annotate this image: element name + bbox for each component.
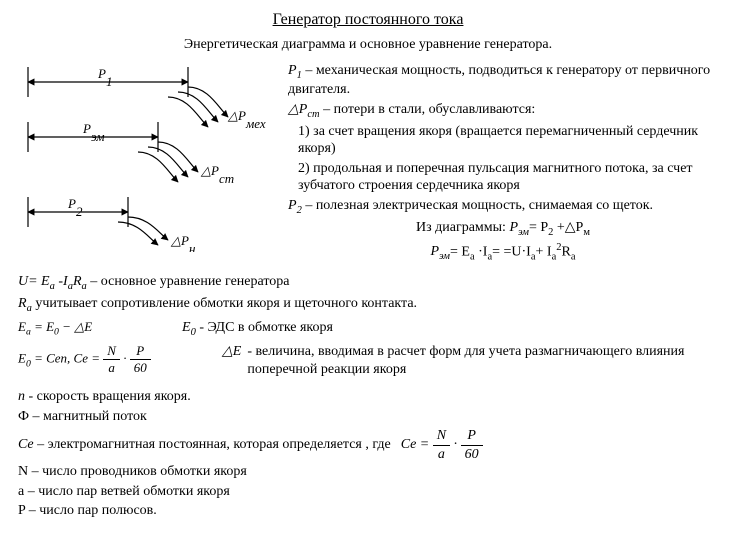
- e0-ce-eq: E0 = Cen, Ce = Na · P60: [18, 343, 208, 377]
- e0-def: E0 - ЭДС в обмотке якоря: [182, 319, 333, 339]
- svg-text:P1: P1: [97, 66, 112, 89]
- def-phi: Ф – магнитный поток: [18, 408, 718, 426]
- energy-diagram: P1 Pэм P2 △Pмех △Pст △Pн: [18, 62, 278, 252]
- svg-text:Pэм: Pэм: [82, 121, 105, 144]
- def-ce-line: Ce – электромагнитная постоянная, котора…: [18, 427, 718, 463]
- def-ce-text: Ce – электромагнитная постоянная, котора…: [18, 436, 391, 454]
- de-def: △E - величина, вводимая в расчет форм дл…: [222, 343, 687, 378]
- def-P: P – число пар полюсов.: [18, 502, 718, 520]
- description-block: P1 – механическая мощность, подводиться …: [288, 62, 718, 266]
- def-a: a – число пар ветвей обмотки якоря: [18, 483, 718, 501]
- def-N: N – число проводников обмотки якоря: [18, 463, 718, 481]
- p1-line: P1 – механическая мощность, подводиться …: [288, 62, 718, 99]
- svg-text:△Pст: △Pст: [200, 163, 234, 186]
- page-title: Генератор постоянного тока: [18, 10, 718, 30]
- from-diagram-eq1: Из диаграммы: Pэм= P2 +△Pм: [288, 219, 718, 239]
- e0-ce-line: E0 = Cen, Ce = Na · P60 △E - величина, в…: [18, 343, 718, 378]
- ea-eq: Ea = E0 − △E: [18, 319, 168, 339]
- def-ce-eq: Ce = Na · P60: [401, 427, 483, 463]
- diagram-svg: P1 Pэм P2 △Pмех △Pст △Pн: [18, 62, 278, 252]
- svg-text:△Pмех: △Pмех: [227, 108, 266, 131]
- svg-text:△Pн: △Pн: [170, 233, 195, 252]
- dpst-line: △Pст – потери в стали, обуславливаются:: [288, 101, 718, 121]
- svg-text:P2: P2: [67, 196, 83, 219]
- loss-item-1: 1) за счет вращения якоря (вращается пер…: [288, 123, 718, 158]
- def-n: n - скорость вращения якоря.: [18, 388, 718, 406]
- top-row: P1 Pэм P2 △Pмех △Pст △Pн P1 – механическ…: [18, 62, 718, 266]
- p1-sym: P: [288, 63, 297, 78]
- de-symbol: △E: [222, 344, 241, 359]
- definitions-block: n - скорость вращения якоря. Ф – магнитн…: [18, 388, 718, 520]
- main-equation: U= Ea -IaRa – основное уравнение генерат…: [18, 273, 718, 293]
- ea-e0-line: Ea = E0 − △E E0 - ЭДС в обмотке якоря: [18, 319, 718, 339]
- page-subtitle: Энергетическая диаграмма и основное урав…: [18, 36, 718, 54]
- loss-item-2: 2) продольная и поперечная пульсация маг…: [288, 160, 718, 195]
- p2-line: P2 – полезная электрическая мощность, сн…: [288, 197, 718, 217]
- from-diagram-eq2: Pэм= Ea ·Ia= =U·Ia+ Ia2Ra: [288, 241, 718, 264]
- equations-block: U= Ea -IaRa – основное уравнение генерат…: [18, 273, 718, 378]
- ra-note: Ra учитывает сопротивление обмотки якоря…: [18, 295, 718, 315]
- page: Генератор постоянного тока Энергетическа…: [0, 0, 736, 552]
